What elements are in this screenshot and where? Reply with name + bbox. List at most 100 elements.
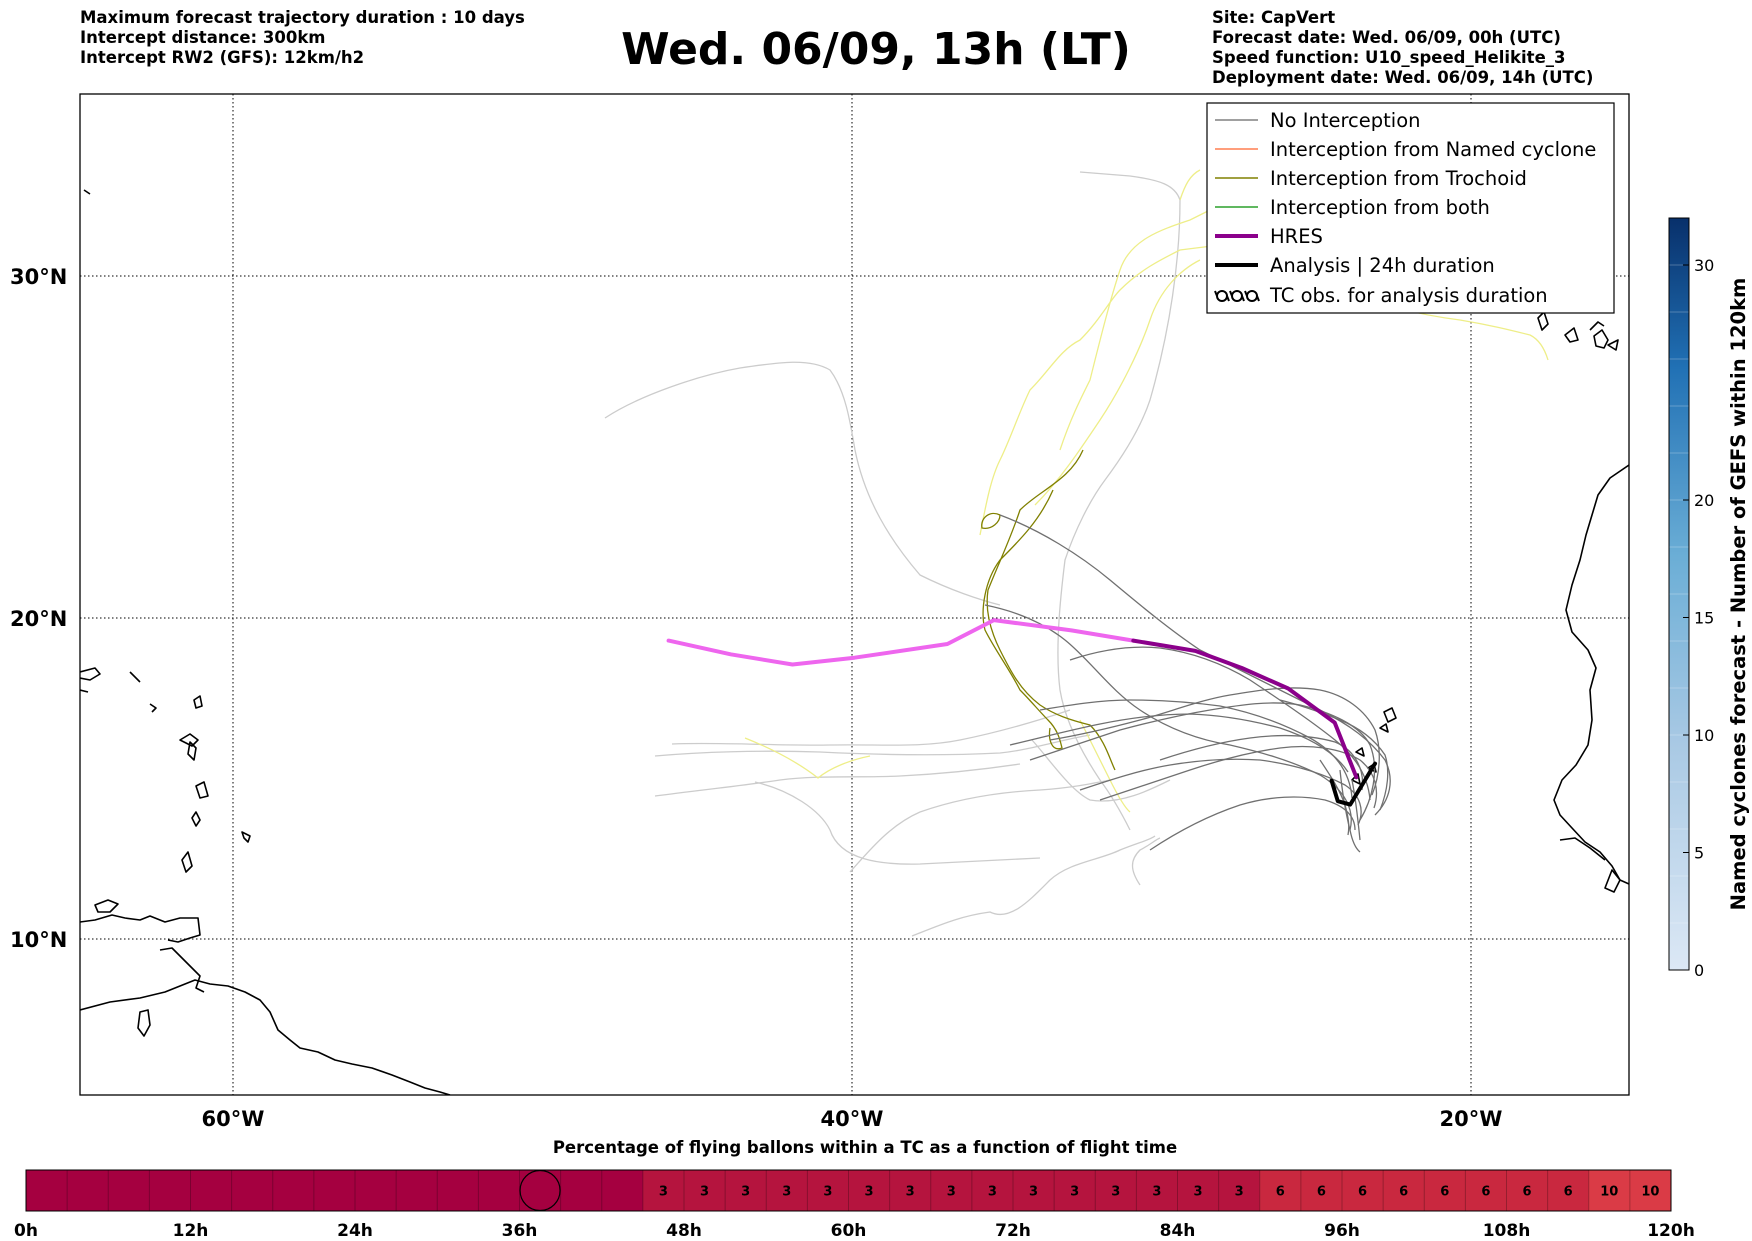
island-sal: [1355, 747, 1365, 757]
legend: No Interception Interception from Named …: [1206, 102, 1615, 314]
yellow-trajectory-5: [744, 737, 871, 779]
progress-cell: [807, 1170, 850, 1211]
progress-tick-label: 24h: [337, 1221, 373, 1241]
bijagos-islands: [1604, 869, 1621, 893]
progress-cell: [1424, 1170, 1466, 1211]
island-anguilla: [129, 671, 141, 683]
progress-cell: [1547, 1170, 1590, 1211]
progress-cell: [725, 1170, 767, 1211]
island-trinidad: [94, 899, 119, 913]
page-title: Wed. 06/09, 13h (LT): [621, 24, 1131, 75]
progress-cell-value: 3: [988, 1185, 997, 1200]
legend-label: HRES: [1270, 225, 1323, 248]
map-frame: [79, 93, 1630, 1096]
gray-trajectory-5: [1099, 745, 1378, 809]
legend-label: TC obs. for analysis duration: [1269, 284, 1548, 307]
trochoid-loop: [981, 512, 1001, 529]
yellow-trajectory-2: [1059, 209, 1211, 451]
progress-tick-label: 120h: [1647, 1221, 1695, 1241]
hres-track: [1131, 638, 1359, 780]
legend-item-both: Interception from both: [1215, 196, 1490, 219]
progress-cell: [1095, 1170, 1137, 1211]
venezuela-coast: [159, 947, 205, 993]
progress-cell: [1629, 1170, 1672, 1211]
progress-cell: [560, 1170, 603, 1211]
progress-cell: [1177, 1170, 1220, 1211]
progress-cell-value: 6: [1399, 1185, 1408, 1200]
island-barbados: [241, 831, 251, 843]
island-virgin: [80, 667, 101, 681]
hres-track-early: [666, 618, 1136, 667]
progress-cell-value: 3: [823, 1185, 832, 1200]
progress-cell-value: 3: [1194, 1185, 1203, 1200]
progress-cell: [1465, 1170, 1508, 1211]
legend-label: No Interception: [1270, 109, 1421, 132]
progress-cell-value: 6: [1523, 1185, 1532, 1200]
island-lanzarote: [1607, 339, 1619, 351]
gray-trajectory-2: [984, 604, 1352, 831]
progress-cell: [272, 1170, 315, 1211]
light-trajectory-8: [911, 835, 1156, 937]
guinea-bissau-coast: [1559, 837, 1606, 861]
yellow-trajectory-3: [1034, 259, 1201, 506]
island-st-lucia: [195, 781, 209, 799]
colorbar-bands: [1669, 264, 1689, 924]
progress-tick-label: 12h: [173, 1221, 209, 1241]
progress-cell-value: 3: [947, 1185, 956, 1200]
light-trajectory-1: [604, 361, 1001, 606]
progress-tick-label: 84h: [1160, 1221, 1196, 1241]
progress-cell: [601, 1170, 644, 1211]
progress-cell: [1218, 1170, 1261, 1211]
progress-cell: [26, 1170, 68, 1211]
progress-strip-ticks: 0h 12h 24h 36h 48h 60h 72h 84h 96h 108h 120h: [14, 1221, 1695, 1241]
legend-item-analysis: Analysis | 24h duration: [1215, 254, 1495, 277]
progress-cell-value: 6: [1358, 1185, 1367, 1200]
axis-labels: 30°N 20°N 10°N 60°W 40°W 20°W: [10, 265, 1502, 1131]
progress-cell: [437, 1170, 479, 1211]
colorbar-tick-label: 15: [1694, 609, 1714, 628]
trochoid-trajectory-1: [986, 449, 1116, 771]
intercept-distance-text: Intercept distance: 300km: [80, 28, 326, 47]
legend-item-tc-obs: TC obs. for analysis duration: [1214, 284, 1548, 307]
gray-trajectory-14: [1339, 769, 1361, 853]
forecast-trajectories: [604, 169, 1549, 937]
progress-cell: [642, 1170, 685, 1211]
progress-strip-title: Percentage of flying ballons within a TC…: [553, 1138, 1177, 1157]
forecast-date-text: Forecast date: Wed. 06/09, 00h (UTC): [1212, 28, 1561, 47]
progress-cell: [889, 1170, 932, 1211]
deployment-date-text: Deployment date: Wed. 06/09, 14h (UTC): [1212, 68, 1594, 87]
progress-cell-value: 3: [865, 1185, 874, 1200]
progress-cell: [1136, 1170, 1179, 1211]
progress-cell: [1054, 1170, 1096, 1211]
island-sao-vicente: [1379, 723, 1389, 733]
progress-cell-value: 3: [741, 1185, 750, 1200]
legend-label: Analysis | 24h duration: [1270, 254, 1495, 277]
progress-cell-value: 3: [659, 1185, 668, 1200]
lon-label-60w: 60°W: [202, 1107, 265, 1131]
progress-cell: [231, 1170, 274, 1211]
progress-cell: [766, 1170, 808, 1211]
progress-tick-label: 36h: [502, 1221, 538, 1241]
gray-trajectory-1: [999, 514, 1391, 816]
island-dominica: [193, 695, 203, 709]
trajectories-light-gray: [604, 171, 1181, 937]
colorbar-title: Named cyclones forecast - Number of GEFS…: [1727, 278, 1750, 911]
island-santo-antao: [1383, 707, 1397, 723]
progress-cell: [355, 1170, 397, 1211]
analysis-track: [1329, 761, 1377, 807]
progress-cell: [1300, 1170, 1343, 1211]
lat-label-10n: 10°N: [10, 928, 67, 952]
progress-cell-value: 3: [906, 1185, 915, 1200]
light-trajectory-5: [654, 763, 1021, 797]
colorbar-ticks: 0 5 10 15 20 30: [1683, 256, 1714, 980]
legend-label: Interception from both: [1270, 196, 1490, 219]
progress-cell: [1588, 1170, 1631, 1211]
island-guadeloupe: [179, 733, 199, 747]
colorbar: 0 5 10 15 20 30 Named cyclones forecast - Num…: [1668, 217, 1750, 980]
lat-label-20n: 20°N: [10, 607, 67, 631]
progress-cell: [1506, 1170, 1549, 1211]
coastlines: [80, 189, 1629, 1095]
progress-cell: [67, 1170, 109, 1211]
progress-cell: [149, 1170, 192, 1211]
